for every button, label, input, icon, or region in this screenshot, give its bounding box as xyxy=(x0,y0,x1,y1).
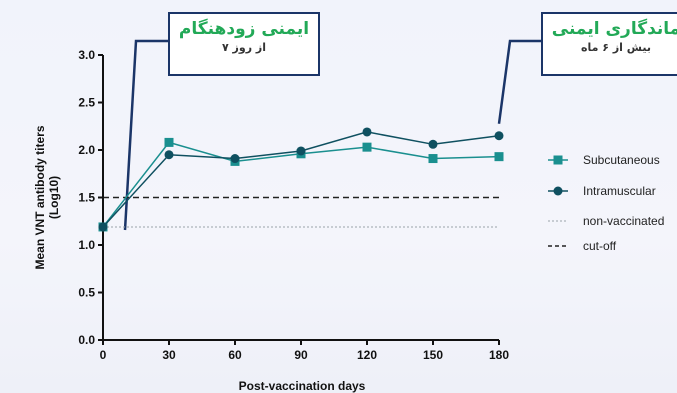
legend-label: Subcutaneous xyxy=(583,153,660,167)
callout-early-connector xyxy=(123,39,170,231)
data-point-Intramuscular xyxy=(494,131,504,141)
legend-label: cut-off xyxy=(583,239,617,253)
axes: 0.0 0.5 1.0 1.5 2.0 2.5 3.0 0 30 60 90 120 150 180 xyxy=(78,48,509,362)
x-axis-title: Post-vaccination days xyxy=(239,379,366,393)
y-axis-title-line: (Log10) xyxy=(47,176,61,219)
data-point-Subcutaneous xyxy=(362,142,372,152)
x-tick-label: 180 xyxy=(489,348,509,362)
series-line-Intramuscular xyxy=(102,131,500,228)
data-point-Intramuscular xyxy=(362,127,372,137)
reference-lines xyxy=(103,196,499,228)
data-point-Subcutaneous xyxy=(428,154,438,164)
legend-item-Subcutaneous: Subcutaneous xyxy=(548,153,660,167)
y-tick-label: 0.5 xyxy=(78,286,95,300)
legend-item-non-vaccinated: non-vaccinated xyxy=(548,214,664,228)
x-tick-label: 90 xyxy=(294,348,308,362)
data-point-Subcutaneous xyxy=(494,152,504,162)
x-tick-label: 120 xyxy=(357,348,377,362)
data-point-Intramuscular xyxy=(296,146,306,156)
legend-item-Intramuscular: Intramuscular xyxy=(548,184,656,198)
y-tick-label: 0.0 xyxy=(78,333,95,347)
data-point-Intramuscular xyxy=(428,139,438,149)
series-group xyxy=(98,127,504,232)
callout-connector-lines xyxy=(123,39,543,231)
y-tick-label: 3.0 xyxy=(78,48,95,62)
callout-long-subtitle: بیش از ۶ ماه xyxy=(581,41,651,54)
callout-long-immunity: ماندگاری ایمنی بیش از ۶ ماه xyxy=(541,12,677,76)
data-point-Intramuscular xyxy=(164,150,174,160)
data-point-Intramuscular xyxy=(98,222,108,232)
data-point-Intramuscular xyxy=(230,154,240,164)
callout-early-subtitle: از روز ۷ xyxy=(222,41,266,54)
x-tick-label: 150 xyxy=(423,348,443,362)
callout-long-title: ماندگاری ایمنی xyxy=(551,19,677,39)
x-tick-label: 0 xyxy=(100,348,107,362)
callout-early-title: ایمنی زودهنگام xyxy=(178,19,310,39)
y-tick-label: 2.5 xyxy=(78,96,95,110)
legend-label: Intramuscular xyxy=(583,184,656,198)
y-tick-label: 2.0 xyxy=(78,143,95,157)
legend-item-cut-off: cut-off xyxy=(548,239,617,253)
x-tick-label: 60 xyxy=(228,348,242,362)
x-tick-label: 30 xyxy=(162,348,176,362)
y-tick-label: 1.0 xyxy=(78,238,95,252)
legend-label: non-vaccinated xyxy=(583,214,664,228)
data-point-Subcutaneous xyxy=(164,137,174,147)
y-axis-title: Mean VNT antibody titers (Log10) xyxy=(33,125,61,269)
y-axis-title-line: Mean VNT antibody titers xyxy=(33,125,47,269)
callout-early-immunity: ایمنی زودهنگام از روز ۷ xyxy=(168,12,320,76)
callout-long-connector xyxy=(497,39,543,124)
y-tick-label: 1.5 xyxy=(78,191,95,205)
legend: Subcutaneous Intramuscular non-vaccinated c… xyxy=(548,153,664,253)
